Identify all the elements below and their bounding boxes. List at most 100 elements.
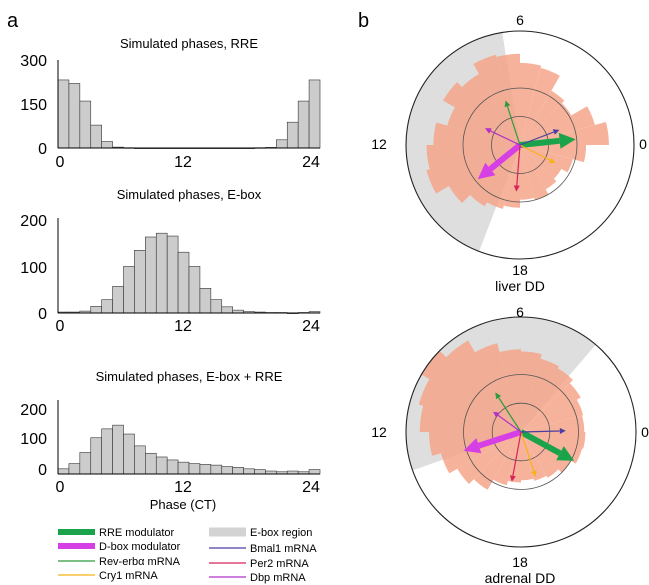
polar-adrenal-tick-6: 6: [516, 304, 524, 320]
polar-liver-rose-sector: [426, 145, 520, 194]
histogram-ebox-bar: [134, 250, 146, 314]
histogram-ebox-y-tick-0: 0: [38, 306, 47, 323]
histogram-ebox-bar: [145, 236, 157, 314]
polar-liver-arrowhead-rev-erb-mrna: [504, 100, 511, 108]
legend-item-per2: Per2 mRNA: [209, 558, 309, 570]
polar-liver-tick-0: 0: [639, 136, 647, 152]
histogram-ebox-rre-xlabel: Phase (CT): [150, 497, 216, 512]
legend-label-per2: Per2 mRNA: [250, 558, 309, 570]
polar-adrenal-arrow-rre-modulator: [519, 429, 562, 456]
histogram-ebox-x-tick-12: 12: [174, 318, 192, 335]
polar-liver-arrowhead-d-box-modulator: [477, 162, 496, 180]
legend-item-dbox-modulator: D-box modulator: [58, 541, 181, 553]
polar-adrenal-rose-sector: [507, 432, 521, 483]
histogram-ebox-bar: [177, 251, 190, 314]
polar-liver-arrow-cry1-mrna: [519, 144, 551, 161]
legend-item-rre-modulator: RRE modulator: [58, 527, 175, 539]
histogram-ebox-rre-bar: [177, 461, 190, 475]
histogram-ebox-rre-title: Simulated phases, E-box + RRE: [96, 369, 283, 384]
histogram-ebox-rre-x-tick-0: 0: [56, 479, 65, 496]
polar-liver-tick-12: 12: [371, 136, 387, 152]
histogram-ebox-x-tick-0: 0: [56, 318, 65, 335]
polar-adrenal-rose-sector: [473, 432, 521, 490]
polar-liver-arrowhead-cry1-mrna: [548, 157, 556, 164]
polar-adrenal-rose-sector: [521, 432, 559, 478]
polar-adrenal-plot: [405, 316, 637, 548]
histogram-rre-bar: [286, 121, 299, 149]
legend-label-rre-modulator: RRE modulator: [99, 527, 175, 539]
polar-adrenal-rose-sector: [521, 415, 585, 432]
polar-adrenal-arrowhead-bmal1-mrna: [559, 428, 566, 434]
polar-liver-circle: [462, 87, 578, 203]
histogram-ebox-rre-bar: [221, 466, 233, 475]
polar-liver-rose-sector: [520, 67, 560, 145]
polar-adrenal-arrow-per2-mrna: [512, 431, 522, 477]
histogram-ebox-bar: [210, 299, 223, 314]
polar-liver-rose-sector: [433, 122, 520, 145]
polar-liver-rose-sector: [503, 145, 520, 208]
histogram-rre-bar: [90, 124, 102, 149]
polar-liver-arrow-dbp-mrna: [490, 130, 521, 146]
polar-liver-rose-sector: [496, 53, 520, 145]
histogram-ebox-rre-bar: [101, 428, 113, 475]
polar-liver-rose-sector: [520, 145, 587, 163]
histogram-ebox-rre: Simulated phases, E-box + RRE 200 100 0 …: [20, 369, 321, 512]
legend-item-bmal1: Bmal1 mRNA: [209, 543, 317, 555]
legend-label-bmal1: Bmal1 mRNA: [250, 543, 317, 555]
polar-adrenal-arrow-cry1-mrna: [520, 431, 535, 472]
polar-adrenal-rose-sector: [521, 358, 559, 432]
histogram-ebox-bar: [166, 235, 179, 314]
legend-label-dbp: Dbp mRNA: [250, 572, 306, 584]
polar-adrenal-arrow-d-box-modulator: [477, 429, 522, 449]
histogram-ebox-rre-bar: [123, 433, 135, 475]
histogram-rre-bar: [57, 79, 70, 149]
polar-adrenal-tick-0: 0: [641, 424, 649, 440]
histogram-rre-y-tick-0: 0: [38, 141, 47, 158]
legend-item-reverba: Rev-erbα mRNA: [58, 556, 181, 568]
polar-adrenal-arrow-dbp-mrna: [497, 414, 522, 433]
polar-liver-rose-sector: [470, 145, 520, 207]
polar-liver-arrow-per2-mrna: [516, 144, 521, 186]
polar-liver-rose-sector: [520, 103, 572, 145]
polar-adrenal: 6 12 0 18 adrenal DD: [371, 304, 649, 585]
polar-liver-arrowhead-bmal1-mrna: [552, 129, 560, 135]
polar-adrenal-circle: [491, 402, 551, 462]
polar-adrenal-title: adrenal DD: [485, 570, 556, 585]
polar-adrenal-rose-sector: [475, 343, 521, 432]
polar-liver-rose-sector: [520, 145, 549, 201]
histogram-ebox-rre-y-tick-100: 100: [20, 431, 47, 448]
histogram-rre-bar: [101, 141, 113, 149]
histogram-rre-bar: [297, 100, 310, 149]
polar-adrenal-rose-sector: [493, 432, 521, 486]
histogram-ebox-rre-bar: [232, 467, 244, 475]
panel-label-b: b: [358, 10, 369, 32]
polar-liver-rose-sector: [520, 145, 562, 179]
legend-item-cry1: Cry1 mRNA: [58, 570, 158, 582]
polar-adrenal-rose-sector: [521, 368, 573, 432]
histogram-rre-bar: [276, 139, 288, 149]
histogram-ebox-bar: [101, 299, 113, 314]
histogram-rre-y-tick-300: 300: [20, 53, 47, 70]
polar-adrenal-rose-sector: [521, 432, 534, 481]
polar-adrenal-rose-sector: [419, 405, 521, 432]
polar-adrenal-circle: [463, 374, 579, 490]
polar-adrenal-rose-sector: [521, 432, 547, 481]
histogram-ebox-bar: [112, 286, 124, 314]
histogram-ebox-bar: [221, 306, 233, 314]
panel-label-a: a: [7, 10, 19, 32]
polar-adrenal-rose-sector: [421, 350, 521, 432]
polar-adrenal-arrow-bmal1-mrna: [520, 430, 560, 433]
histogram-ebox-x-tick-24: 24: [302, 318, 320, 335]
histogram-ebox-bar: [123, 266, 135, 314]
histogram-ebox-bar: [90, 306, 102, 314]
polar-adrenal-rose-sector: [446, 340, 521, 432]
histogram-ebox-rre-bar: [57, 468, 70, 475]
histogram-ebox-rre-x-tick-12: 12: [174, 479, 192, 496]
polar-liver-arrow-bmal1-mrna: [519, 131, 555, 146]
polar-liver-arrow-rev-erb-mrna: [506, 106, 521, 146]
histogram-ebox-rre-bar: [254, 469, 266, 475]
legend-label-cry1: Cry1 mRNA: [99, 570, 158, 582]
polar-liver-arrowhead-per2-mrna: [513, 185, 520, 192]
histogram-ebox-rre-bar: [188, 463, 201, 475]
polar-liver-circle: [405, 30, 635, 260]
